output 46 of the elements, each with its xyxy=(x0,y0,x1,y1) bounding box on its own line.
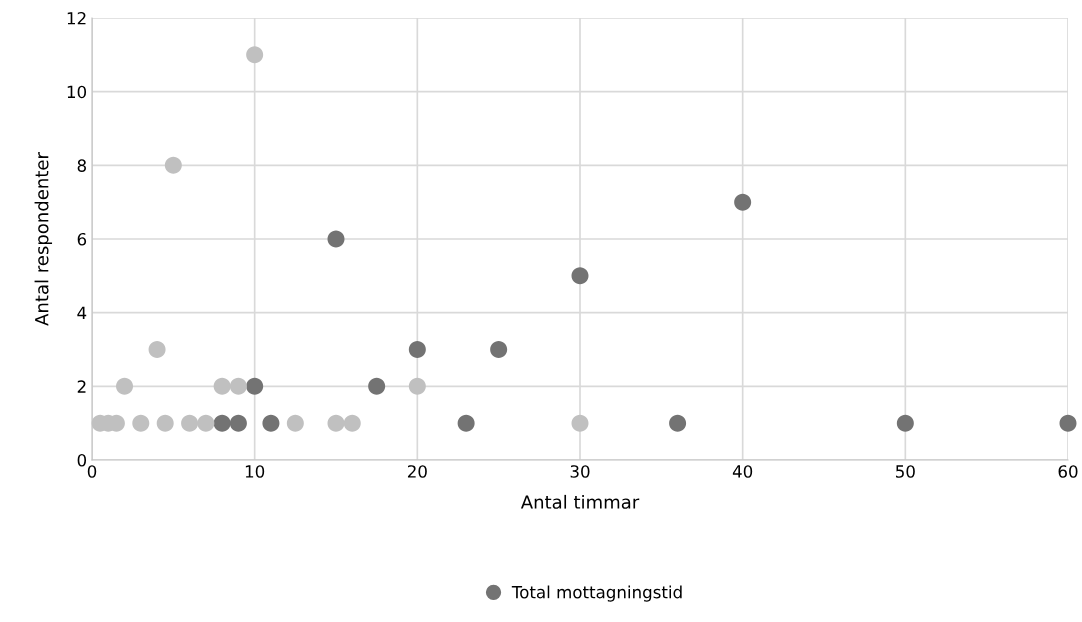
point xyxy=(571,414,589,432)
point xyxy=(327,230,345,248)
x-tick-label: 40 xyxy=(732,465,753,478)
point xyxy=(148,340,166,359)
point xyxy=(164,156,182,174)
point xyxy=(457,414,475,432)
point xyxy=(286,414,304,432)
point xyxy=(181,414,199,432)
point xyxy=(229,377,247,395)
point xyxy=(262,414,280,432)
point xyxy=(408,340,426,359)
legend-label: Total mottagningstid xyxy=(511,585,682,602)
point xyxy=(197,414,215,432)
x-tick-label: 10 xyxy=(245,465,265,478)
point xyxy=(246,46,264,64)
x-tick-label: 30 xyxy=(570,465,590,478)
point xyxy=(571,267,589,285)
point xyxy=(343,414,361,432)
point xyxy=(213,414,231,432)
point xyxy=(408,377,426,395)
point xyxy=(490,340,508,359)
point xyxy=(229,414,247,432)
y-tick-label: 8 xyxy=(77,159,86,172)
point xyxy=(132,414,150,432)
x-tick-label: 20 xyxy=(407,465,427,478)
point xyxy=(734,193,752,211)
point xyxy=(896,414,914,432)
y-tick-label: 10 xyxy=(67,85,87,99)
y-tick-label: 6 xyxy=(77,232,87,246)
y-axis-title: Antal respondenter xyxy=(34,152,53,326)
x-axis-title: Antal timmar xyxy=(520,494,640,509)
x-tick-label: 50 xyxy=(896,465,915,478)
y-tick-label: 0 xyxy=(77,453,87,467)
y-tick-label: 4 xyxy=(77,306,87,319)
y-tick-label: 2 xyxy=(77,380,86,393)
y-tick-label: 12 xyxy=(67,11,86,25)
x-tick-label: 60 xyxy=(1058,465,1078,478)
point xyxy=(368,377,386,395)
point xyxy=(669,414,687,432)
point xyxy=(246,377,264,395)
point xyxy=(116,377,134,395)
point xyxy=(213,377,231,395)
point xyxy=(327,414,345,432)
point xyxy=(156,414,174,432)
point xyxy=(1059,414,1077,432)
x-tick-label: 0 xyxy=(87,465,97,478)
